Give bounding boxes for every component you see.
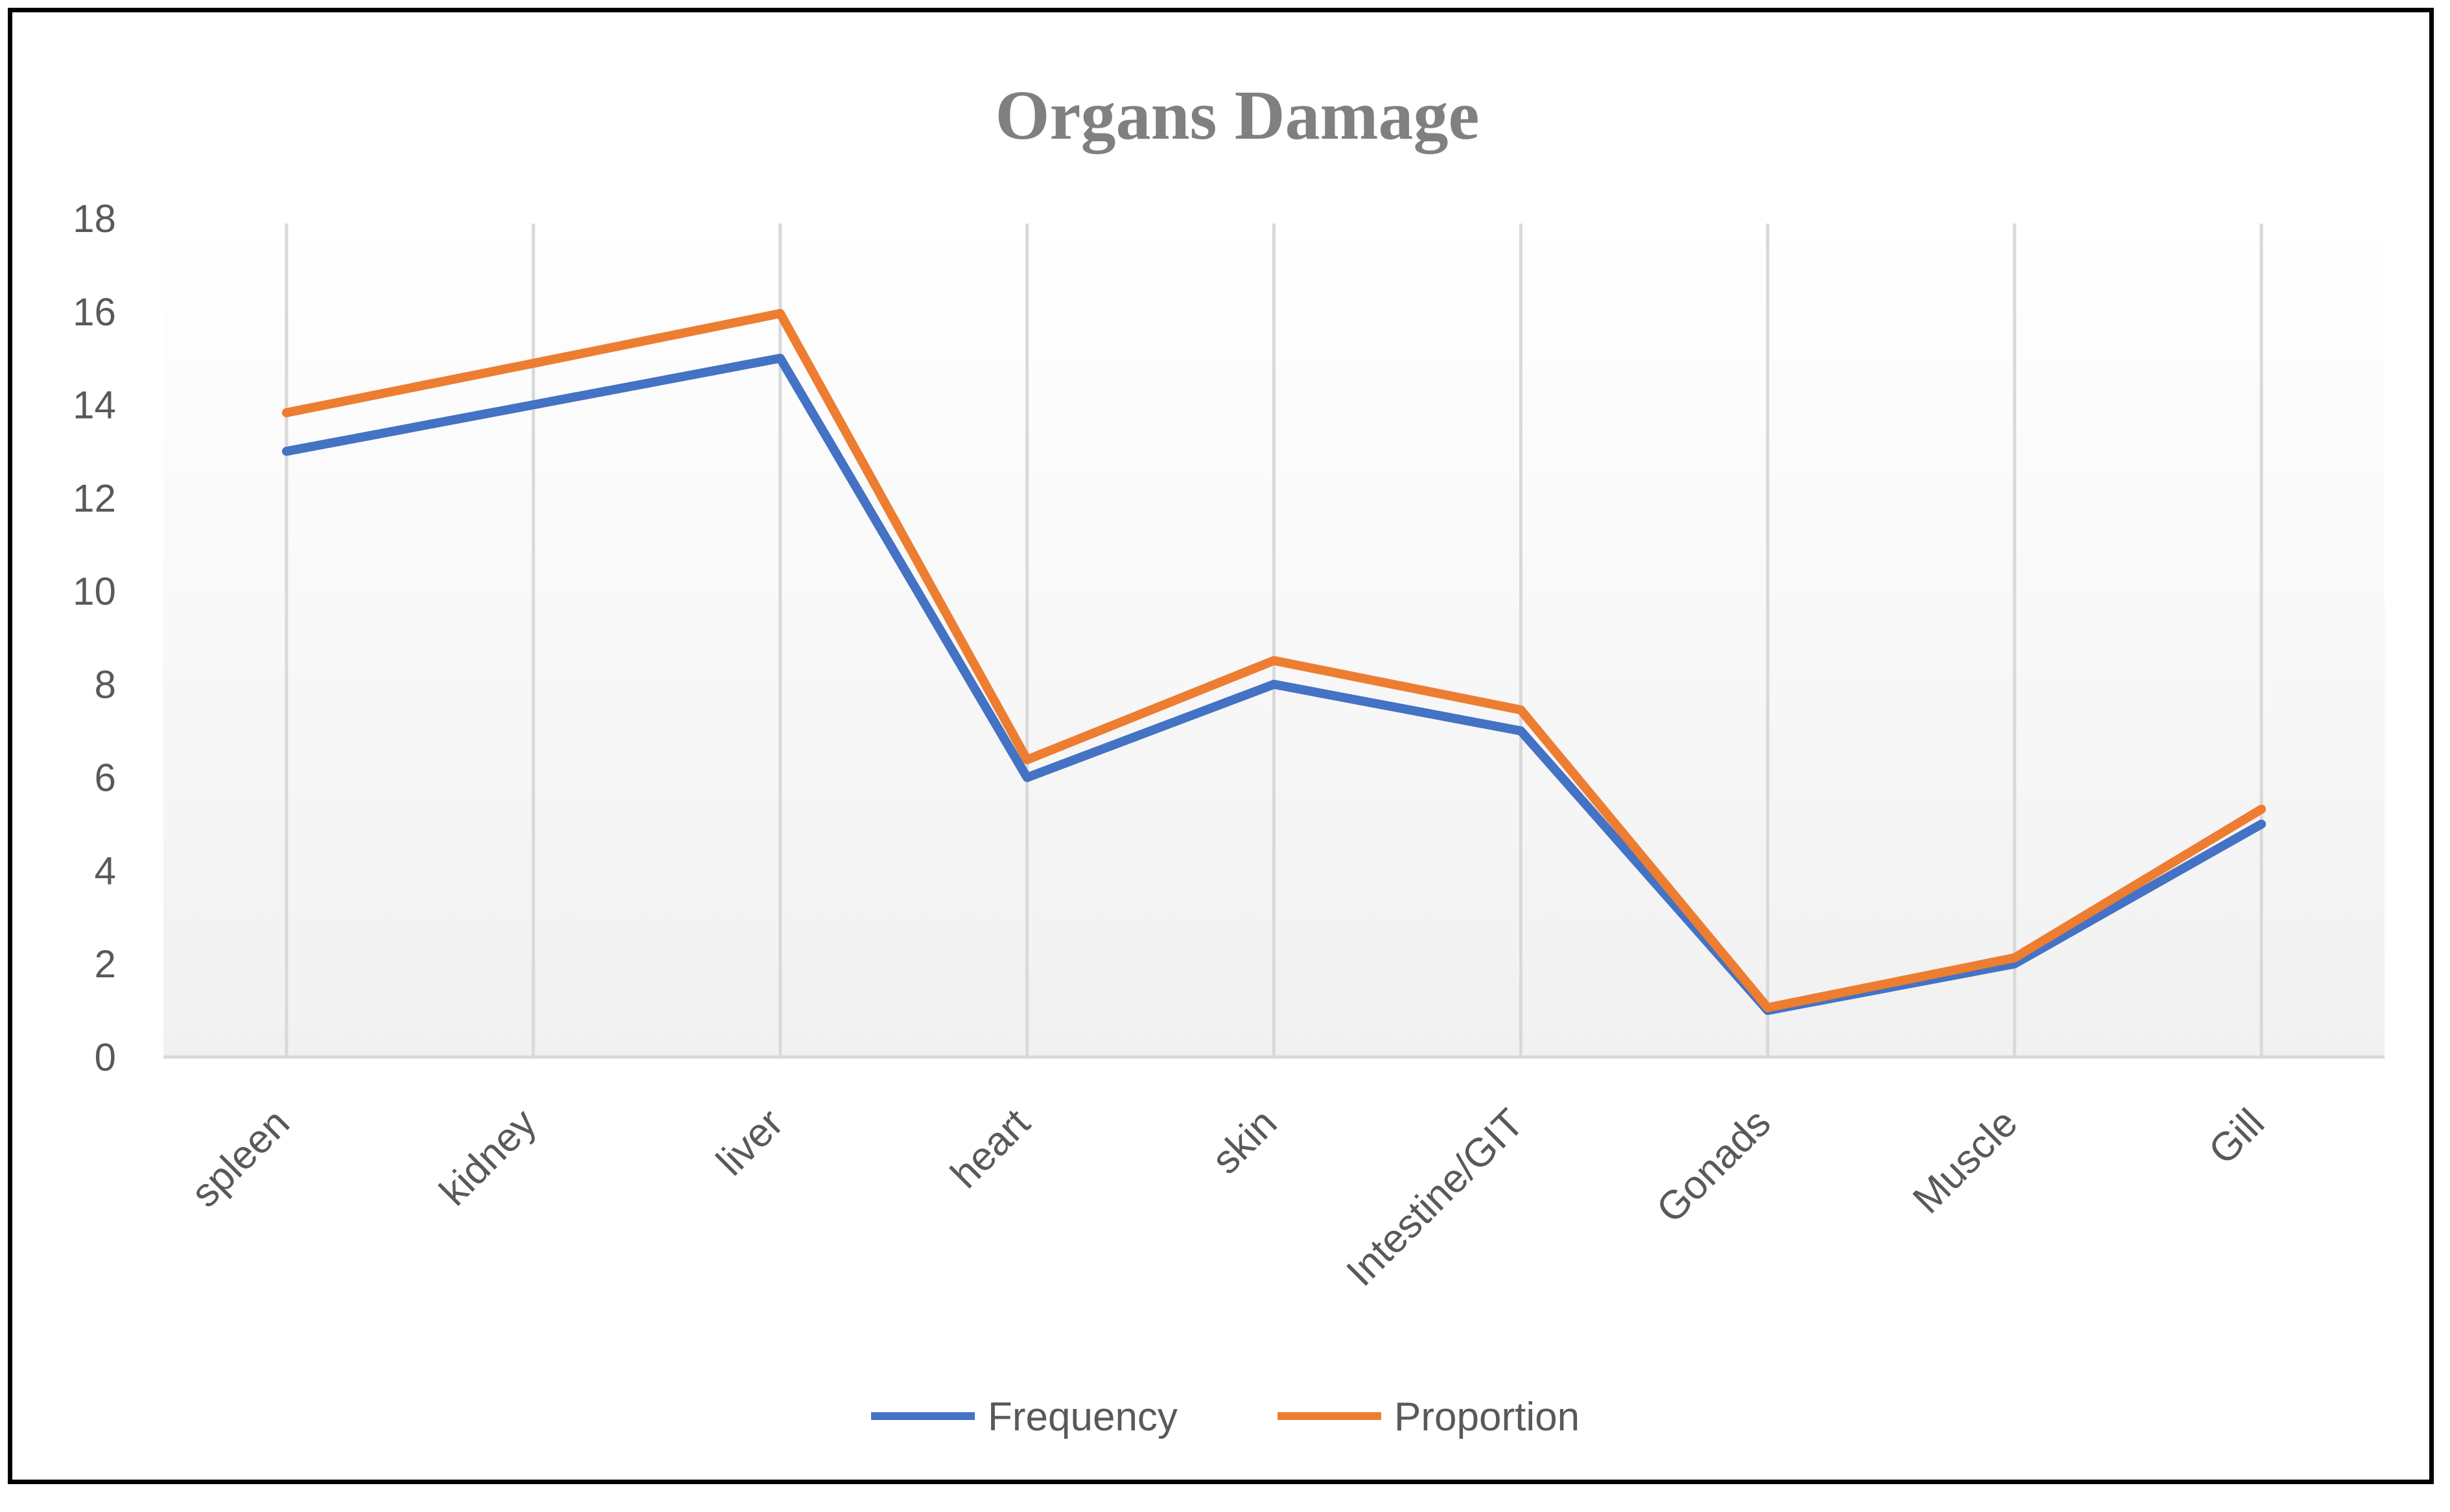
line-chart: 0 2 4 6 8 10 12 14 16 18 spleen kidney liver heart sk…	[73, 77, 2385, 1439]
x-tick-label: Muscle	[1904, 1100, 2026, 1222]
y-tick-label: 4	[95, 849, 116, 892]
gridlines	[285, 224, 2263, 1057]
y-tick-label: 14	[73, 384, 116, 427]
x-axis-ticks: spleen kidney liver heart skin Intestine/GIT G…	[183, 1100, 2273, 1295]
x-tick-label: heart	[942, 1100, 1039, 1197]
legend-label-proportion: Proportion	[1394, 1395, 1580, 1439]
x-tick-label: skin	[1204, 1100, 1286, 1183]
series-lines	[282, 308, 2266, 1016]
series-line-proportion	[282, 308, 2266, 1012]
legend: Frequency Proportion	[871, 1395, 1580, 1439]
y-axis-ticks: 0 2 4 6 8 10 12 14 16 18	[73, 197, 116, 1079]
y-tick-label: 2	[95, 942, 116, 986]
y-tick-label: 16	[73, 290, 116, 334]
y-tick-label: 18	[73, 197, 116, 240]
x-tick-label: Gonads	[1648, 1100, 1779, 1231]
y-tick-label: 6	[95, 756, 116, 800]
legend-label-frequency: Frequency	[988, 1395, 1178, 1439]
x-tick-label: Gill	[2200, 1100, 2273, 1173]
y-tick-label: 0	[95, 1036, 116, 1079]
chart-title: Organs Damage	[996, 77, 1480, 154]
y-tick-label: 12	[73, 476, 116, 520]
x-tick-label: liver	[708, 1100, 791, 1184]
y-tick-label: 8	[95, 663, 116, 706]
chart-frame: 0 2 4 6 8 10 12 14 16 18 spleen kidney liver heart sk…	[8, 8, 2434, 1484]
x-tick-label: spleen	[183, 1100, 298, 1216]
x-tick-label: kidney	[431, 1100, 545, 1215]
y-tick-label: 10	[73, 570, 116, 613]
x-tick-label: Intestine/GIT	[1338, 1100, 1533, 1295]
series-line-frequency	[282, 353, 2266, 1016]
